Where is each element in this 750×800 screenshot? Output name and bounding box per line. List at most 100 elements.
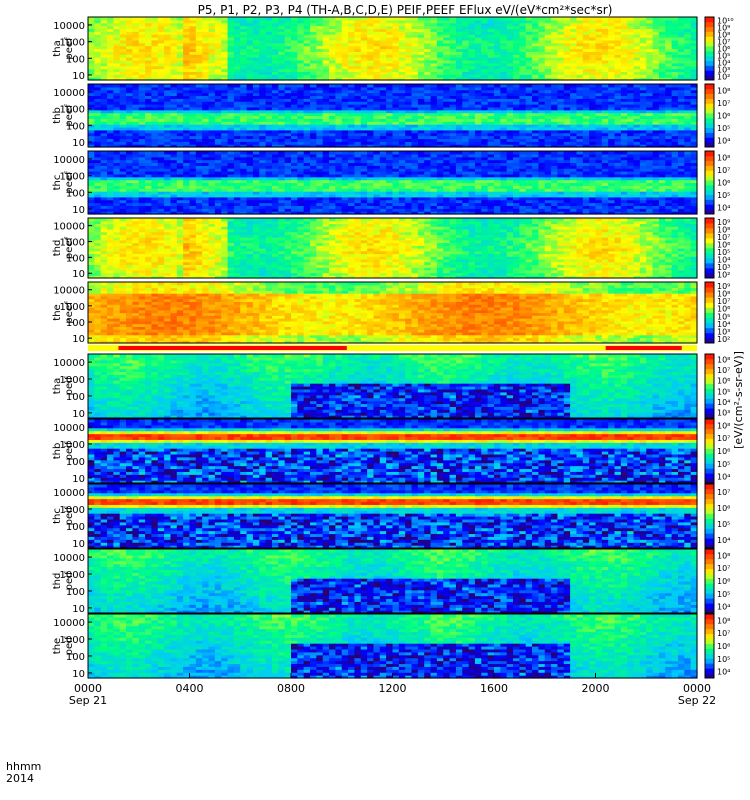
heatmap-cell — [100, 54, 108, 58]
heatmap-cell — [563, 74, 571, 78]
heatmap-cell — [538, 31, 546, 35]
heatmap-cell — [424, 22, 432, 27]
heatmap-cell — [563, 84, 571, 88]
heatmap-cell — [424, 84, 432, 88]
heatmap-cell — [246, 101, 254, 105]
heatmap-cell — [329, 37, 336, 41]
heatmap-cell — [430, 51, 438, 55]
heatmap-cell — [208, 124, 216, 128]
heatmap-cell — [240, 57, 248, 61]
heatmap-cell — [658, 31, 666, 35]
heatmap-cell — [246, 129, 254, 134]
heatmap-cell — [195, 34, 203, 38]
heatmap-cell — [589, 42, 597, 47]
heatmap-cell — [608, 77, 616, 81]
heatmap-cell — [240, 54, 248, 58]
heatmap-cell — [195, 104, 203, 108]
heatmap-cell — [252, 19, 260, 24]
heatmap-cell — [582, 39, 590, 44]
heatmap-cell — [373, 68, 381, 73]
heatmap-cell — [671, 54, 679, 58]
heatmap-cell — [195, 84, 203, 88]
heatmap-cell — [500, 51, 508, 55]
heatmap-cell — [126, 62, 133, 67]
heatmap-cell — [532, 62, 539, 67]
heatmap-cell — [310, 54, 317, 58]
heatmap-cell — [145, 54, 153, 58]
heatmap-cell — [297, 74, 305, 78]
heatmap-cell — [265, 37, 273, 41]
heatmap-cell — [513, 57, 520, 61]
heatmap-cell — [620, 39, 628, 44]
heatmap-cell — [354, 62, 362, 67]
heatmap-cell — [348, 39, 356, 44]
heatmap-cell — [455, 39, 463, 44]
heatmap-cell — [411, 17, 419, 21]
heatmap-cell — [494, 48, 501, 52]
heatmap-cell — [595, 39, 603, 44]
y-tick-label: 100 — [66, 54, 85, 65]
heatmap-cell — [551, 62, 559, 67]
heatmap-cell — [170, 95, 178, 99]
panel-label-probe: thb — [52, 107, 63, 124]
heatmap-cell — [214, 129, 222, 134]
heatmap-cell — [367, 77, 375, 81]
heatmap-cell — [119, 39, 127, 44]
heatmap-cell — [614, 31, 622, 35]
heatmap-cell — [614, 74, 622, 78]
heatmap-cell — [227, 51, 235, 55]
heatmap-cell — [259, 129, 267, 134]
heatmap-cell — [551, 19, 559, 24]
heatmap-cell — [297, 45, 305, 50]
heatmap-cell — [303, 28, 311, 32]
heatmap-cell — [164, 77, 172, 81]
heatmap-cell — [443, 54, 451, 58]
heatmap-cell — [513, 74, 520, 78]
heatmap-cell — [227, 31, 235, 35]
heatmap-cell — [601, 19, 609, 24]
heatmap-cell — [348, 28, 356, 32]
heatmap-cell — [202, 17, 210, 21]
heatmap-cell — [316, 45, 324, 50]
heatmap-cell — [455, 54, 463, 58]
heatmap-cell — [513, 71, 520, 75]
heatmap-cell — [379, 37, 387, 41]
heatmap-cell — [265, 104, 273, 108]
heatmap-cell — [183, 98, 191, 102]
heatmap-cell — [601, 54, 609, 58]
heatmap-cell — [176, 132, 184, 137]
heatmap-cell — [214, 95, 222, 99]
heatmap-cell — [652, 39, 660, 44]
heatmap-cell — [271, 62, 279, 67]
heatmap-cell — [100, 39, 108, 44]
heatmap-cell — [170, 98, 178, 102]
heatmap-cell — [620, 37, 628, 41]
heatmap-cell — [354, 31, 362, 35]
heatmap-cell — [240, 109, 248, 114]
heatmap-cell — [684, 62, 692, 67]
heatmap-cell — [379, 42, 387, 47]
colorbar-step — [705, 17, 714, 23]
heatmap-cell — [322, 54, 330, 58]
heatmap-cell — [627, 84, 635, 88]
heatmap-cell — [189, 138, 197, 142]
heatmap-cell — [646, 22, 654, 27]
heatmap-cell — [506, 17, 514, 21]
heatmap-cell — [443, 84, 451, 88]
heatmap-cell — [360, 65, 368, 70]
heatmap-cell — [576, 51, 584, 55]
heatmap-cell — [348, 19, 356, 24]
heatmap-cell — [164, 65, 172, 70]
heatmap-cell — [208, 95, 216, 99]
heatmap-cell — [157, 54, 165, 58]
heatmap-cell — [652, 84, 660, 88]
heatmap-cell — [563, 28, 571, 32]
heatmap-cell — [176, 59, 184, 64]
heatmap-cell — [633, 25, 641, 30]
heatmap-cell — [271, 71, 279, 75]
heatmap-cell — [310, 17, 317, 21]
heatmap-cell — [329, 22, 336, 27]
heatmap-cell — [183, 19, 191, 24]
heatmap-cell — [398, 51, 406, 55]
heatmap-cell — [595, 68, 603, 73]
